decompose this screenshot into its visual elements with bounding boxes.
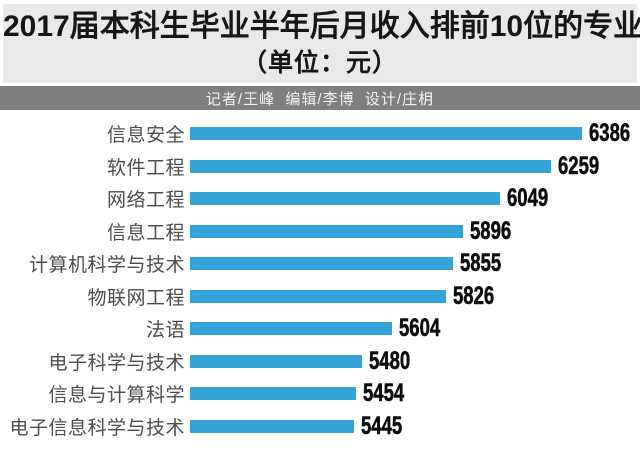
category-label: 电子信息科学与技术 [9, 417, 185, 439]
value-bar [190, 159, 551, 173]
value-bar [190, 387, 356, 401]
category-label: 信息工程 [106, 222, 185, 244]
bar-row: 信息安全 6386 [0, 119, 640, 148]
value-label: 5480 [369, 346, 411, 376]
category-label: 网络工程 [106, 190, 185, 212]
bar-row: 物联网工程 5826 [0, 281, 509, 310]
category-label: 电子科学与技术 [48, 352, 185, 374]
value-label: 5855 [459, 249, 502, 278]
value-bar [190, 224, 463, 238]
category-label: 信息与计算科学 [48, 385, 185, 407]
value-label: 5896 [469, 216, 512, 245]
value-bar [190, 419, 354, 433]
value-label: 6386 [588, 119, 630, 148]
value-bar [190, 257, 453, 271]
value-bar [190, 289, 446, 303]
value-label: 6259 [557, 151, 600, 180]
bar-row: 电子信息科学与技术 5445 [0, 411, 416, 441]
unit-subtitle: （单位：元） [241, 49, 398, 77]
value-bar [190, 192, 500, 206]
value-bar [190, 322, 393, 336]
title-banner: 2017届本科生毕业半年后月收入排前10位的专业 （单位：元） [3, 4, 640, 83]
value-bar [190, 354, 363, 368]
value-label: 5454 [362, 379, 405, 408]
value-label: 5604 [399, 314, 441, 343]
value-bar [190, 127, 582, 140]
bar-row: 计算机科学与技术 5855 [0, 249, 516, 278]
credits-text: 记者/王峰 编辑/李博 设计/庄枂 [205, 90, 435, 108]
bar-row: 信息与计算科学 5454 [0, 379, 418, 408]
credits-bar: 记者/王峰 编辑/李博 设计/庄枂 [0, 86, 640, 110]
bar-row: 软件工程 6259 [0, 151, 613, 180]
category-label: 软件工程 [106, 157, 185, 179]
category-label: 物联网工程 [87, 287, 185, 309]
bar-row: 信息工程 5896 [0, 216, 526, 245]
bar-row: 网络工程 6049 [0, 184, 563, 213]
value-label: 5826 [452, 281, 495, 310]
bar-row: 电子科学与技术 5480 [0, 346, 425, 376]
category-label: 法语 [145, 320, 185, 342]
page-title: 2017届本科生毕业半年后月收入排前10位的专业 [3, 10, 640, 43]
category-label: 信息安全 [106, 125, 185, 146]
value-label: 6049 [506, 184, 549, 213]
bar-row: 法语 5604 [0, 314, 455, 343]
category-label: 计算机科学与技术 [28, 255, 185, 277]
value-label: 5445 [360, 411, 402, 441]
